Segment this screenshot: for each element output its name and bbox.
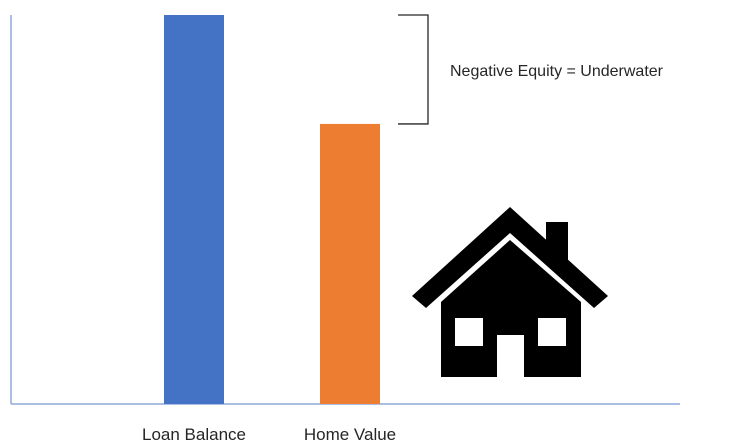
bar-home-value [320,123,380,405]
negative-equity-bracket [398,14,429,125]
house-icon [412,207,608,377]
category-label-loan-balance: Loan Balance [142,425,246,444]
category-labels: Loan Balance Home Value [142,425,396,444]
bar-loan-balance [164,15,224,404]
bars-group [164,15,380,405]
category-label-home-value: Home Value [304,425,396,444]
negative-equity-label: Negative Equity = Underwater [450,63,664,80]
